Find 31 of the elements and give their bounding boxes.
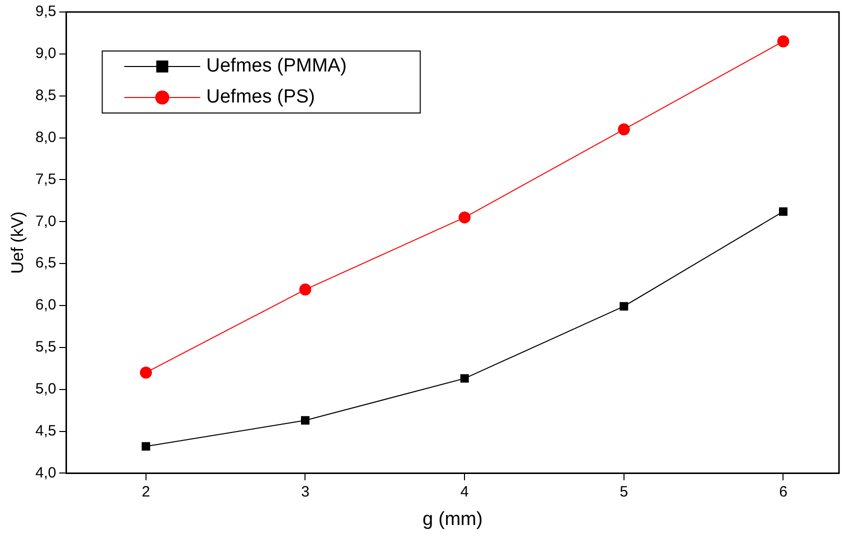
y-axis-title: Uef (kV) — [8, 211, 27, 274]
point — [458, 211, 471, 224]
legend-label: Uefmes (PMMA) — [206, 56, 347, 77]
point — [777, 35, 790, 48]
y-tick-label: 4,5 — [35, 422, 56, 440]
y-tick-label: 9,5 — [35, 3, 56, 20]
y-tick-label: 5,5 — [35, 338, 56, 356]
x-tick-label: 6 — [779, 483, 788, 500]
y-tick-label: 6,0 — [35, 296, 56, 314]
y-tick-label: 7,5 — [35, 170, 56, 188]
legend-label: Uefmes (PS) — [206, 86, 315, 108]
point — [778, 207, 788, 216]
point — [299, 284, 312, 296]
point — [301, 416, 310, 425]
y-tick-label: 9,0 — [35, 45, 56, 62]
x-tick-label: 2 — [142, 483, 150, 500]
x-tick-label: 3 — [301, 483, 310, 500]
y-tick-label: 5,0 — [35, 380, 56, 398]
y-tick-label: 7,0 — [35, 212, 56, 230]
x-tick-label: 4 — [460, 483, 469, 500]
point — [618, 123, 630, 136]
point — [460, 374, 469, 383]
y-tick-label: 8,0 — [35, 128, 56, 146]
x-axis-title: g (mm) — [422, 508, 483, 530]
point — [620, 302, 628, 311]
point — [140, 366, 152, 379]
y-tick-label: 6,5 — [35, 254, 56, 272]
point — [142, 442, 150, 451]
y-tick-label: 4,0 — [35, 464, 56, 482]
x-tick-label: 5 — [620, 483, 628, 500]
y-tick-label: 8,5 — [35, 86, 56, 104]
